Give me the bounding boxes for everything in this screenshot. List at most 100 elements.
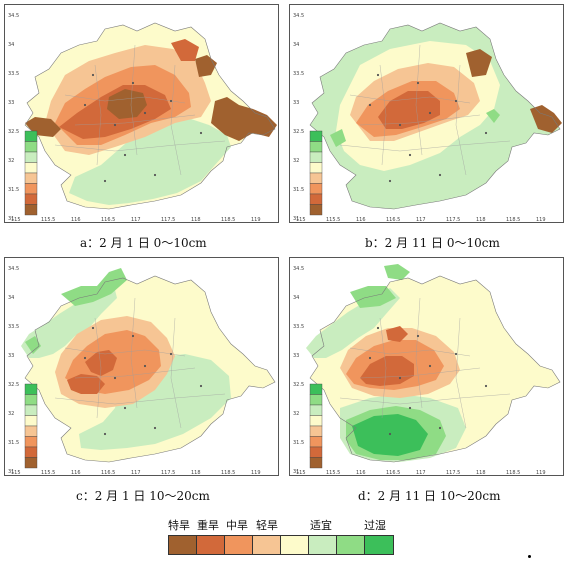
x-tick-label: 118.5 xyxy=(506,217,520,223)
station-dot-0 xyxy=(83,356,87,360)
zone-10 xyxy=(386,326,408,342)
x-tick-label: 116.5 xyxy=(386,217,400,223)
station-dot-2 xyxy=(143,364,147,368)
mini-legend-swatch-5 xyxy=(24,436,38,448)
station-dot-1 xyxy=(113,123,117,127)
station-dot-3 xyxy=(454,352,458,356)
y-tick-label: 34.5 xyxy=(293,13,304,19)
x-tick-label: 115 xyxy=(11,217,21,223)
mini-legend-swatch-3 xyxy=(24,162,38,174)
legend-color-bar xyxy=(168,535,394,555)
x-tick-label: 117.5 xyxy=(161,217,175,223)
y-tick-label: 33.5 xyxy=(293,71,304,77)
station-dot-4 xyxy=(123,153,127,157)
y-tick-label: 33 xyxy=(8,353,14,359)
x-tick-label: 115 xyxy=(11,470,21,476)
county-line-4 xyxy=(54,393,226,405)
y-tick-label: 31.5 xyxy=(293,440,304,446)
y-tick-label: 32 xyxy=(293,411,299,417)
station-dot-8 xyxy=(416,81,420,85)
mini-legend-swatch-7 xyxy=(24,204,38,216)
y-tick-label: 34.5 xyxy=(293,266,304,272)
y-tick-label: 32 xyxy=(8,411,14,417)
mini-legend-swatch-1 xyxy=(309,141,323,153)
y-tick-label: 33 xyxy=(8,100,14,106)
mini-legend-swatch-6 xyxy=(309,193,323,205)
station-dot-9 xyxy=(376,326,380,330)
county-line-2 xyxy=(415,44,423,156)
legend-swatch-3 xyxy=(253,536,281,554)
x-tick-label: 118.5 xyxy=(221,470,235,476)
zone-9 xyxy=(171,39,199,61)
station-dot-5 xyxy=(438,173,442,177)
region-outline xyxy=(24,275,276,463)
zone-7 xyxy=(211,97,277,141)
mini-legend-swatch-0 xyxy=(24,130,38,142)
x-tick-label: 119 xyxy=(251,217,261,223)
mini-legend-swatch-6 xyxy=(309,446,323,458)
mini-legend-swatch-3 xyxy=(309,162,323,174)
x-tick-label: 117.5 xyxy=(446,470,460,476)
zone-8 xyxy=(330,129,346,147)
station-dot-0 xyxy=(83,103,87,107)
zone-4 xyxy=(79,354,231,450)
station-dot-9 xyxy=(91,73,95,77)
county-line-5 xyxy=(74,367,196,379)
x-tick-label: 116 xyxy=(71,217,81,223)
x-tick-label: 117 xyxy=(416,470,426,476)
corner-dot xyxy=(528,555,531,558)
x-tick-label: 115.5 xyxy=(326,217,340,223)
legend-swatch-6 xyxy=(337,536,365,554)
y-tick-label: 33.5 xyxy=(8,324,19,330)
y-tick-label: 33.5 xyxy=(8,71,19,77)
station-dot-6 xyxy=(388,432,392,436)
station-dot-1 xyxy=(398,123,402,127)
map-layers xyxy=(21,268,276,463)
x-tick-label: 116.5 xyxy=(101,470,115,476)
mini-legend-swatch-1 xyxy=(309,394,323,406)
mini-legend xyxy=(24,130,38,216)
mini-legend-swatch-5 xyxy=(309,436,323,448)
county-line-3 xyxy=(455,317,467,429)
legend-swatch-7 xyxy=(365,536,393,554)
y-tick-label: 32.5 xyxy=(8,382,19,388)
y-tick-label: 34.5 xyxy=(8,266,19,272)
county-line-3 xyxy=(455,64,467,176)
mini-legend-swatch-5 xyxy=(309,183,323,195)
county-line-2 xyxy=(130,44,138,156)
y-tick-label: 32 xyxy=(293,158,299,164)
zone-3 xyxy=(25,336,41,354)
station-dot-0 xyxy=(368,356,372,360)
zone-1 xyxy=(69,117,231,205)
county-line-5 xyxy=(359,367,481,379)
zone-6 xyxy=(107,89,147,119)
zone-2 xyxy=(61,268,127,306)
station-dot-7 xyxy=(484,384,488,388)
station-dot-9 xyxy=(376,73,380,77)
y-tick-label: 31.5 xyxy=(8,440,19,446)
legend-swatch-0 xyxy=(169,536,197,554)
x-tick-label: 115.5 xyxy=(41,470,55,476)
x-tick-label: 119 xyxy=(536,470,546,476)
y-tick-label: 34 xyxy=(8,42,14,48)
county-line-5 xyxy=(359,114,481,126)
x-tick-label: 116 xyxy=(356,217,366,223)
region-outline xyxy=(24,22,276,210)
mini-legend-swatch-0 xyxy=(24,383,38,395)
station-dot-6 xyxy=(103,432,107,436)
county-line-1 xyxy=(379,317,387,419)
county-line-0 xyxy=(64,94,186,104)
mini-legend-swatch-2 xyxy=(24,404,38,416)
zone-5 xyxy=(466,49,492,77)
legend-label-extreme: 特旱 xyxy=(168,519,190,532)
mini-legend-swatch-2 xyxy=(309,404,323,416)
map-panel-c: 34.5 34 33.5 33 32.5 32 31.5 31 115 115.5 116 116.5… xyxy=(4,257,279,476)
station-dot-2 xyxy=(428,364,432,368)
mini-legend-swatch-7 xyxy=(309,204,323,216)
x-tick-label: 118.5 xyxy=(221,217,235,223)
mini-legend-swatch-7 xyxy=(24,457,38,469)
station-dot-6 xyxy=(388,179,392,183)
